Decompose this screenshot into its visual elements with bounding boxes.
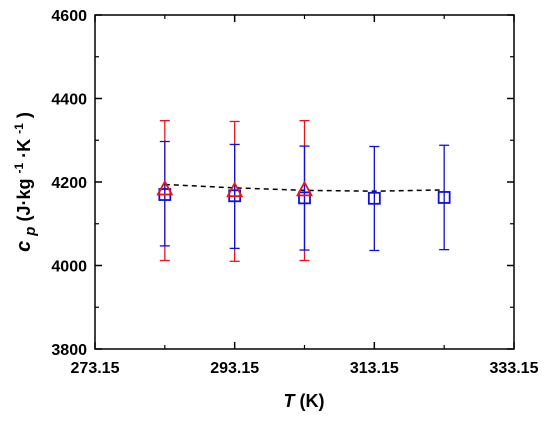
y-axis-symbol: c xyxy=(13,241,35,252)
data-marks xyxy=(156,119,451,262)
triangle-marker xyxy=(156,179,174,196)
x-tick-label: 333.15 xyxy=(490,360,539,377)
x-tick-label: 273.15 xyxy=(71,360,120,377)
y-axis-symbol-subscript: p xyxy=(22,227,39,237)
x-tick-label: 313.15 xyxy=(350,360,399,377)
y-axis-exponent-1: -1 xyxy=(12,163,26,174)
x-axis-unit: (K) xyxy=(300,391,325,411)
y-tick-label: 4600 xyxy=(51,8,87,25)
triangle-marker xyxy=(226,181,244,198)
y-tick-label: 3800 xyxy=(51,342,87,359)
square-marker xyxy=(298,191,311,205)
y-axis-unit-open: (J·kg xyxy=(14,179,34,222)
square-marker xyxy=(367,191,381,205)
triangle-marker xyxy=(295,180,314,197)
y-axis-exponent-2: -1 xyxy=(12,123,26,134)
x-tick-label: 293.15 xyxy=(210,360,259,377)
y-axis-title: c p (J·kg -1 ·K -1 ) xyxy=(7,112,39,252)
y-tick-label: 4400 xyxy=(51,92,87,109)
x-axis-title: T (K) xyxy=(283,391,324,411)
y-tick-label: 4200 xyxy=(51,175,87,192)
y-tick-label: 4000 xyxy=(51,259,87,276)
square-marker xyxy=(437,191,451,204)
plot-frame xyxy=(94,14,515,350)
y-axis-unit-mid: ·K xyxy=(14,139,34,158)
x-axis-symbol: T xyxy=(283,391,296,411)
axis-ticks: 273.15 293.15 313.15 333.15 3800 4000 4200 4400… xyxy=(51,8,538,377)
y-axis-unit-close: ) xyxy=(14,112,34,118)
